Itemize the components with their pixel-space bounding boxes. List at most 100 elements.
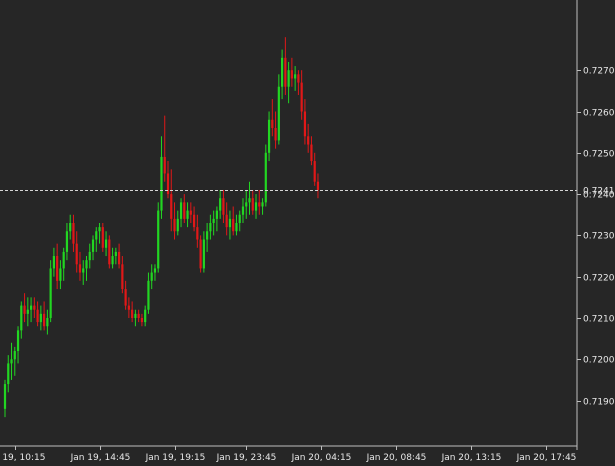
y-tick-label: 0.7270: [583, 67, 615, 77]
bearish-candle: [75, 243, 78, 265]
bullish-candle: [59, 268, 62, 281]
bearish-candle: [56, 256, 59, 281]
bullish-candle: [176, 218, 179, 232]
y-tick-label: 0.7230: [583, 232, 615, 242]
bullish-candle: [153, 268, 157, 273]
current-price-label: 0.7241: [583, 187, 615, 197]
bearish-candle: [316, 181, 320, 190]
bullish-candle: [39, 313, 42, 323]
bullish-candle: [147, 280, 150, 310]
bearish-candle: [225, 214, 228, 228]
bearish-candle: [307, 136, 310, 145]
bullish-candle: [52, 256, 55, 269]
bearish-candle: [36, 309, 39, 323]
bearish-candle: [271, 119, 274, 129]
bullish-candle: [254, 202, 258, 211]
bullish-candle: [88, 251, 91, 261]
bullish-candle: [95, 231, 98, 240]
bullish-candle: [179, 202, 183, 219]
bullish-candle: [20, 305, 23, 331]
bearish-candle: [72, 223, 75, 244]
bullish-candle: [186, 210, 189, 219]
x-tick-label: Jan 19, 19:15: [145, 453, 206, 462]
bearish-candle: [118, 251, 121, 265]
bullish-candle: [13, 351, 16, 360]
overlay-layer: 0.7241: [0, 184, 615, 197]
bullish-candle: [267, 119, 271, 153]
x-tick-label: Jan 20, 04:15: [291, 453, 352, 462]
bullish-candle: [264, 152, 267, 203]
bearish-candle: [131, 309, 134, 318]
y-tick-label: 0.7240: [583, 191, 615, 201]
bullish-candle: [144, 309, 147, 323]
bearish-candle: [124, 289, 127, 306]
bearish-candle: [251, 198, 254, 211]
bullish-candle: [26, 309, 29, 314]
y-tick-label: 0.7200: [583, 356, 615, 366]
bearish-candle: [192, 214, 196, 228]
bullish-candle: [16, 330, 20, 352]
bullish-candle: [29, 305, 33, 310]
bullish-candle: [49, 268, 52, 318]
bullish-candle: [235, 223, 238, 232]
bullish-candle: [287, 70, 290, 87]
bullish-candle: [65, 231, 69, 252]
y-tick-label: 0.7190: [583, 398, 615, 408]
bearish-candle: [300, 82, 303, 112]
bearish-candle: [163, 156, 166, 174]
x-tick-label: Jan 19, 10:15: [0, 453, 45, 462]
bullish-candle: [228, 218, 232, 228]
bearish-candle: [137, 313, 140, 318]
bullish-candle: [98, 227, 101, 232]
bearish-candle: [290, 70, 293, 79]
x-tick-label: Jan 20, 08:45: [366, 453, 427, 462]
bearish-candle: [284, 57, 287, 87]
bearish-candle: [127, 305, 130, 310]
bullish-candle: [111, 256, 114, 265]
y-tick-label: 0.7210: [583, 315, 615, 325]
bullish-candle: [104, 239, 108, 248]
bearish-candle: [258, 202, 261, 207]
bearish-candle: [23, 305, 26, 314]
bullish-candle: [7, 363, 10, 385]
bearish-candle: [222, 198, 225, 215]
bearish-candle: [140, 317, 144, 323]
bullish-candle: [212, 218, 215, 223]
bullish-candle: [219, 198, 222, 211]
bearish-candle: [183, 202, 186, 219]
bearish-candle: [101, 227, 104, 248]
bearish-candle: [170, 194, 173, 219]
current-price-label-bg: [578, 184, 615, 196]
bullish-candle: [245, 202, 248, 207]
bullish-candle: [3, 384, 7, 409]
bullish-candle: [114, 251, 117, 257]
bullish-candle: [69, 223, 72, 232]
bearish-candle: [121, 264, 124, 290]
bullish-candle: [134, 313, 137, 318]
y-tick-label: 0.7220: [583, 274, 615, 284]
bullish-candle: [238, 214, 241, 223]
bullish-candle: [85, 260, 88, 269]
x-tick-label: Jan 20, 13:15: [441, 453, 502, 462]
bullish-candle: [206, 231, 209, 240]
bearish-candle: [232, 218, 235, 232]
bullish-candle: [160, 156, 163, 211]
bullish-candle: [82, 268, 85, 273]
bearish-candle: [199, 239, 202, 269]
bullish-candle: [294, 74, 297, 79]
candle-layer: [3, 37, 320, 418]
bearish-candle: [274, 128, 277, 141]
x-tick-label: Jan 19, 14:45: [70, 453, 131, 462]
bullish-candle: [215, 210, 218, 219]
bearish-candle: [166, 173, 170, 195]
bearish-candle: [297, 74, 300, 83]
bearish-candle: [43, 313, 46, 327]
y-tick-label: 0.7250: [583, 150, 615, 160]
bullish-candle: [46, 317, 49, 327]
x-tick-label: Jan 19, 23:45: [216, 453, 277, 462]
bullish-candle: [281, 57, 284, 87]
bullish-candle: [150, 272, 153, 281]
